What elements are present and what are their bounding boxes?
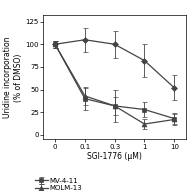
- X-axis label: SGI-1776 (μM): SGI-1776 (μM): [87, 152, 142, 161]
- Y-axis label: Uridine incorporation
(% of DMSO): Uridine incorporation (% of DMSO): [3, 37, 23, 118]
- Legend: MV-4-11, MOLM-13, OCI-AML-3: MV-4-11, MOLM-13, OCI-AML-3: [35, 178, 86, 191]
